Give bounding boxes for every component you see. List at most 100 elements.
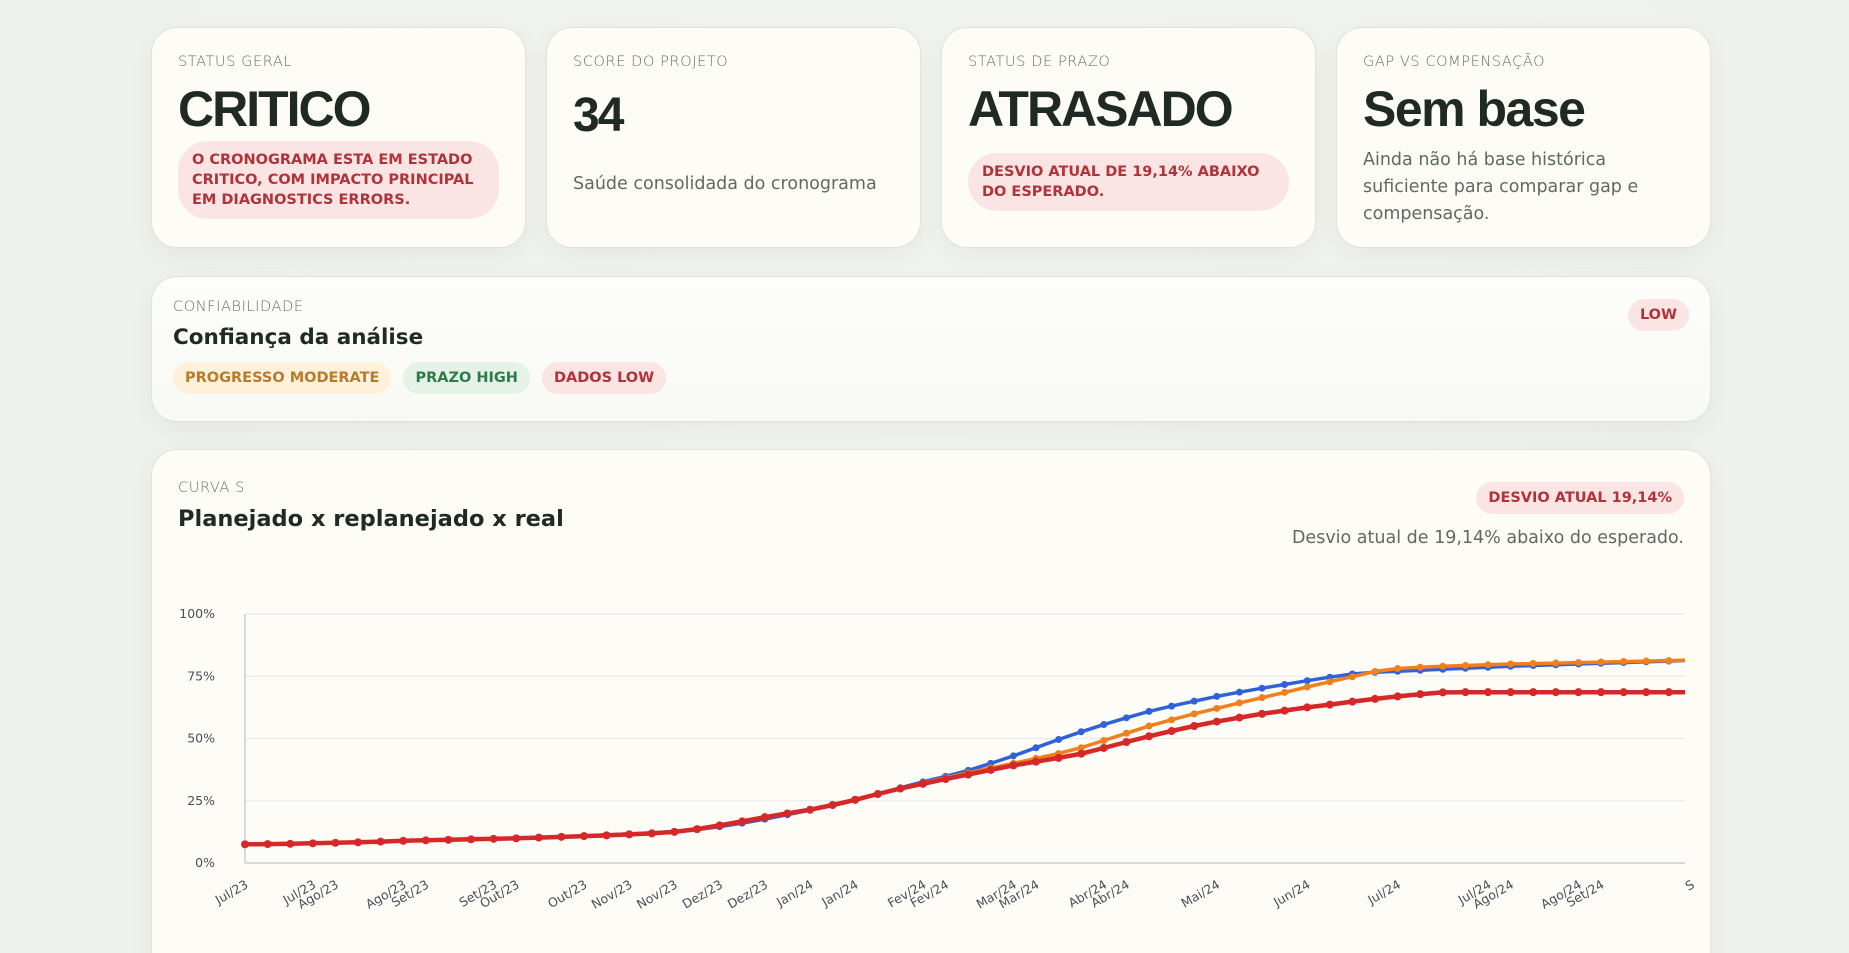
data-point[interactable]: [263, 840, 272, 849]
data-point[interactable]: [1100, 721, 1108, 729]
data-point[interactable]: [421, 836, 430, 845]
data-point[interactable]: [1303, 703, 1312, 712]
data-point[interactable]: [1145, 722, 1153, 730]
data-point[interactable]: [1393, 692, 1402, 701]
data-point[interactable]: [670, 827, 679, 836]
data-point[interactable]: [1032, 744, 1040, 752]
data-point[interactable]: [286, 839, 295, 848]
data-point[interactable]: [1461, 662, 1469, 670]
data-point[interactable]: [331, 838, 340, 847]
data-point[interactable]: [1688, 657, 1695, 664]
data-point[interactable]: [534, 833, 543, 842]
data-point[interactable]: [1190, 722, 1199, 731]
data-point[interactable]: [1416, 690, 1425, 699]
data-point[interactable]: [512, 834, 521, 843]
data-point[interactable]: [1688, 657, 1695, 664]
data-point[interactable]: [964, 770, 973, 779]
data-point[interactable]: [1100, 736, 1108, 744]
data-point[interactable]: [1235, 688, 1243, 696]
data-point[interactable]: [1665, 657, 1673, 665]
data-point[interactable]: [1506, 688, 1515, 697]
data-point[interactable]: [1054, 753, 1063, 762]
data-point[interactable]: [1122, 714, 1130, 722]
data-point[interactable]: [783, 809, 792, 818]
data-point[interactable]: [1168, 702, 1176, 710]
data-point[interactable]: [760, 813, 769, 822]
data-point[interactable]: [580, 832, 588, 841]
data-point[interactable]: [1077, 749, 1086, 758]
data-point[interactable]: [1258, 709, 1266, 718]
data-point[interactable]: [715, 821, 724, 830]
data-point[interactable]: [1168, 716, 1176, 724]
data-point[interactable]: [1348, 697, 1357, 706]
data-point[interactable]: [1280, 706, 1289, 715]
data-point[interactable]: [1235, 713, 1244, 722]
data-point[interactable]: [1235, 699, 1243, 707]
data-point[interactable]: [1687, 688, 1695, 696]
data-point[interactable]: [738, 817, 747, 826]
data-point[interactable]: [1009, 761, 1018, 770]
data-point[interactable]: [1438, 688, 1447, 697]
data-point[interactable]: [1145, 707, 1153, 715]
data-point[interactable]: [1258, 694, 1266, 702]
data-point[interactable]: [1077, 728, 1085, 736]
data-point[interactable]: [1258, 684, 1266, 692]
data-point[interactable]: [1325, 700, 1334, 709]
data-point[interactable]: [1551, 688, 1560, 697]
data-point[interactable]: [851, 795, 860, 804]
data-point[interactable]: [1529, 688, 1538, 697]
planned-series[interactable]: [244, 658, 1695, 847]
data-point[interactable]: [1190, 710, 1198, 718]
data-point[interactable]: [1461, 688, 1470, 697]
replanned-series[interactable]: [244, 658, 1695, 847]
data-point[interactable]: [1484, 661, 1492, 669]
data-point[interactable]: [1167, 727, 1176, 736]
data-point[interactable]: [1529, 660, 1537, 668]
data-point[interactable]: [1212, 717, 1221, 726]
data-point[interactable]: [354, 838, 362, 847]
data-point[interactable]: [1055, 735, 1063, 743]
data-point[interactable]: [1348, 673, 1356, 681]
data-point[interactable]: [1371, 668, 1379, 676]
data-point[interactable]: [376, 837, 385, 846]
data-point[interactable]: [1597, 658, 1605, 666]
data-point[interactable]: [625, 830, 634, 839]
data-point[interactable]: [647, 829, 656, 838]
data-point[interactable]: [557, 832, 566, 841]
data-point[interactable]: [1574, 659, 1582, 667]
data-point[interactable]: [602, 831, 611, 840]
data-point[interactable]: [1213, 692, 1221, 700]
data-point[interactable]: [986, 765, 995, 774]
data-point[interactable]: [1619, 688, 1628, 697]
data-point[interactable]: [1281, 680, 1289, 688]
data-point[interactable]: [399, 836, 408, 845]
data-point[interactable]: [1077, 744, 1085, 752]
data-point[interactable]: [1439, 662, 1447, 670]
data-point[interactable]: [1009, 752, 1017, 760]
data-point[interactable]: [693, 825, 701, 834]
data-point[interactable]: [1303, 677, 1311, 685]
data-point[interactable]: [444, 835, 453, 844]
data-point[interactable]: [1371, 694, 1379, 703]
data-point[interactable]: [1574, 688, 1583, 697]
data-point[interactable]: [1416, 663, 1424, 671]
data-point[interactable]: [873, 790, 882, 799]
data-point[interactable]: [1122, 729, 1130, 737]
data-point[interactable]: [1664, 688, 1673, 697]
data-point[interactable]: [941, 775, 950, 784]
data-point[interactable]: [1642, 657, 1650, 665]
data-point[interactable]: [1190, 697, 1198, 705]
data-point[interactable]: [1303, 683, 1311, 691]
data-point[interactable]: [1552, 659, 1560, 667]
data-point[interactable]: [241, 840, 249, 849]
data-point[interactable]: [828, 800, 837, 809]
data-point[interactable]: [1032, 757, 1040, 766]
data-point[interactable]: [806, 805, 814, 814]
data-point[interactable]: [1642, 688, 1651, 697]
data-point[interactable]: [1597, 688, 1605, 697]
data-point[interactable]: [489, 834, 498, 843]
data-point[interactable]: [1213, 704, 1221, 712]
data-point[interactable]: [467, 835, 475, 844]
data-point[interactable]: [1620, 658, 1628, 666]
